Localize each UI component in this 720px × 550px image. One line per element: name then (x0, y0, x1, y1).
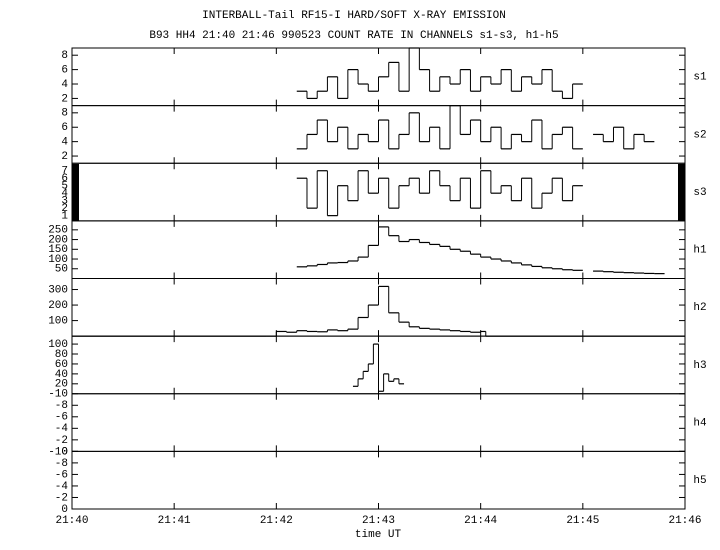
x-tick-label: 21:44 (464, 515, 497, 527)
panel-label: h1 (693, 245, 707, 257)
y-tick-label: 100 (48, 339, 68, 351)
y-tick-label: -8 (55, 400, 68, 412)
y-tick-label: 100 (48, 254, 68, 266)
y-tick-label: 2 (61, 93, 68, 105)
y-tick-label: 20 (55, 379, 68, 391)
y-tick-label: 1 (61, 211, 68, 223)
y-tick-label: 5 (61, 181, 68, 193)
y-tick-label: 40 (55, 369, 68, 381)
panel-label: s1 (693, 72, 707, 84)
y-tick-label: 100 (48, 315, 68, 327)
x-tick-label: 21:43 (362, 515, 395, 527)
y-tick-label: 60 (55, 359, 68, 371)
y-tick-label: 150 (48, 244, 68, 256)
panel-label: h4 (693, 417, 707, 429)
y-tick-label: -8 (55, 458, 68, 470)
y-tick-label: -2 (55, 435, 68, 447)
y-tick-label: 300 (48, 284, 68, 296)
y-tick-label: 4 (61, 79, 68, 91)
y-tick-label: 8 (61, 50, 68, 62)
chart-subtitle: B93 HH4 21:40 21:46 990523 COUNT RATE IN… (149, 30, 558, 42)
chart-title: INTERBALL-Tail RF15-I HARD/SOFT X-RAY EM… (202, 10, 506, 22)
y-tick-label: -10 (48, 389, 68, 401)
y-tick-label: 50 (55, 264, 68, 276)
panel-label: h2 (693, 302, 706, 314)
y-tick-label: -4 (55, 423, 69, 435)
y-tick-label: 6 (61, 122, 68, 134)
y-tick-label: 0 (61, 504, 68, 516)
x-axis-label: time UT (355, 529, 402, 541)
panel-frame (71, 450, 686, 510)
panel-frame (71, 393, 686, 452)
y-tick-label: -6 (55, 412, 68, 424)
x-tick-label: 21:46 (668, 515, 701, 527)
panel-label: h3 (693, 360, 706, 372)
y-tick-label: -2 (55, 492, 68, 504)
y-tick-label: -4 (55, 481, 69, 493)
y-tick-label: 8 (61, 108, 68, 120)
y-tick-label: 4 (61, 137, 68, 149)
y-tick-label: 7 (61, 166, 68, 178)
panel-label: s3 (693, 187, 706, 199)
y-tick-label: 80 (55, 349, 68, 361)
edge-artifact (72, 164, 79, 221)
y-tick-label: 0 (61, 446, 68, 458)
y-tick-label: 250 (48, 225, 68, 237)
y-tick-label: 6 (61, 173, 68, 185)
y-tick-label: -6 (55, 469, 68, 481)
panel-label: s2 (693, 129, 706, 141)
x-tick-label: 21:40 (55, 515, 88, 527)
y-tick-label: 3 (61, 196, 68, 208)
x-tick-label: 21:45 (566, 515, 599, 527)
y-tick-label: 2 (61, 203, 68, 215)
y-tick-label: 6 (61, 65, 68, 77)
y-tick-label: 200 (48, 234, 68, 246)
y-tick-label: 2 (61, 151, 68, 163)
y-tick-label: 4 (61, 188, 68, 200)
y-tick-label: -10 (48, 446, 68, 458)
panel-label: h5 (693, 475, 706, 487)
x-tick-label: 21:41 (158, 515, 191, 527)
x-tick-label: 21:42 (260, 515, 293, 527)
edge-artifact (678, 164, 685, 221)
y-tick-label: 200 (48, 300, 68, 312)
